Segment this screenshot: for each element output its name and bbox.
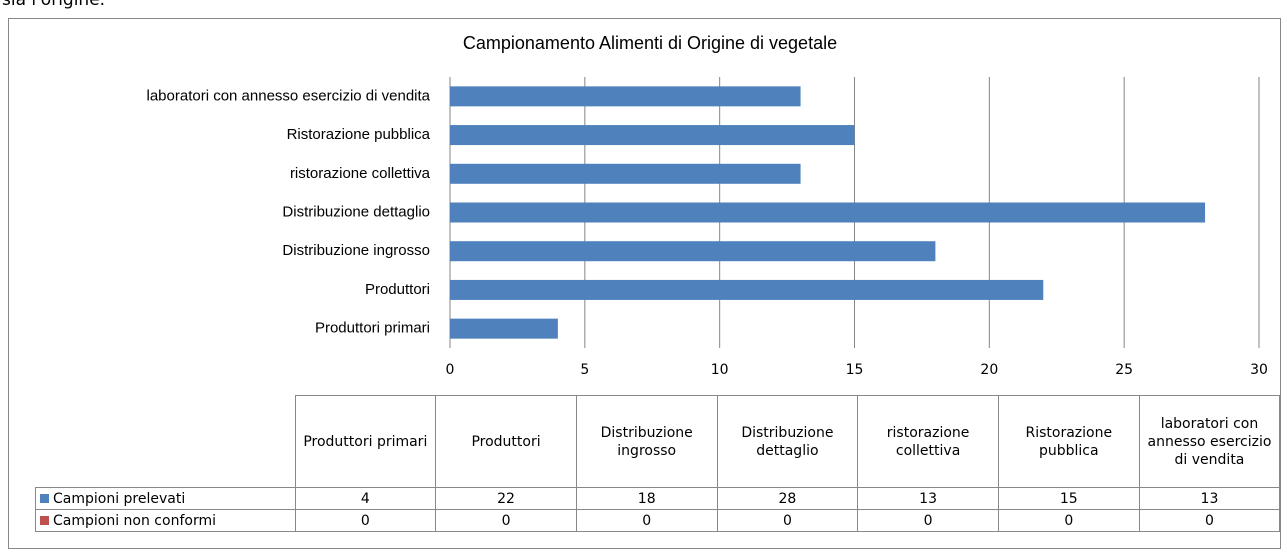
table-row: Campioni non conformi 0 0 0 0 0 0 0	[35, 509, 1281, 532]
y-tick-label: Ristorazione pubblica	[287, 126, 431, 143]
bar	[450, 163, 801, 184]
y-tick-label: Distribuzione ingrosso	[282, 242, 430, 259]
x-tick-label: 20	[980, 362, 998, 378]
column-header: Produttori	[435, 395, 577, 488]
x-tick-label: 10	[711, 362, 729, 378]
row-header: Campioni prelevati	[35, 487, 296, 510]
legend-key	[40, 493, 49, 503]
x-tick-label: 5	[580, 362, 589, 378]
column-header: Distribuzione ingrosso	[575, 395, 718, 488]
legend-label: Campioni non conformi	[53, 512, 216, 529]
intro-text: sia l'origine.	[2, 0, 106, 10]
value-cell: 4	[294, 487, 437, 510]
value-cell: 28	[716, 487, 859, 510]
y-tick-label: Distribuzione dettaglio	[282, 203, 430, 220]
value-cell: 0	[435, 509, 577, 532]
value-cell: 0	[997, 509, 1140, 532]
column-header: Ristorazione pubblica	[997, 395, 1140, 488]
x-tick-label: 0	[446, 362, 455, 378]
y-tick-label: ristorazione collettiva	[290, 165, 431, 182]
value-cell: 0	[1138, 509, 1281, 532]
y-tick-label: Produttori primari	[315, 320, 430, 337]
value-cell: 15	[997, 487, 1140, 510]
legend-label: Campioni prelevati	[53, 490, 186, 507]
x-tick-label: 15	[846, 362, 864, 378]
value-cell: 13	[857, 487, 999, 510]
x-tick-label: 30	[1250, 362, 1268, 378]
column-header: Distribuzione dettaglio	[716, 395, 859, 488]
bar	[450, 125, 855, 146]
table-row: Campioni prelevati 4 22 18 28 13 15 13	[35, 487, 1281, 510]
value-cell: 0	[857, 509, 999, 532]
x-tick-label: 25	[1115, 362, 1133, 378]
bar	[450, 202, 1206, 223]
data-table: Produttori primari Produttori Distribuzion…	[35, 395, 1281, 532]
chart-title: Campionamento Alimenti di Origine di veg…	[463, 33, 837, 53]
value-cell: 18	[575, 487, 718, 510]
column-header: ristorazione collettiva	[857, 395, 999, 488]
column-header: Produttori primari	[294, 395, 437, 488]
chart-frame	[8, 18, 1281, 549]
bar	[450, 241, 936, 262]
value-cell: 13	[1138, 487, 1281, 510]
value-cell: 0	[575, 509, 718, 532]
row-header: Campioni non conformi	[35, 509, 296, 532]
y-tick-label: Produttori	[365, 281, 430, 298]
value-cell: 0	[716, 509, 859, 532]
value-cell: 0	[294, 509, 437, 532]
column-header: laboratori con annesso esercizio di vend…	[1138, 395, 1281, 488]
legend-key	[40, 515, 49, 525]
bar	[450, 279, 1044, 300]
value-cell: 22	[435, 487, 577, 510]
table-header-row: Produttori primari Produttori Distribuzion…	[35, 395, 1281, 488]
y-tick-label: laboratori con annesso esercizio di vend…	[147, 87, 431, 104]
bar	[450, 86, 801, 107]
bar	[450, 318, 558, 339]
empty-cell	[35, 395, 296, 488]
